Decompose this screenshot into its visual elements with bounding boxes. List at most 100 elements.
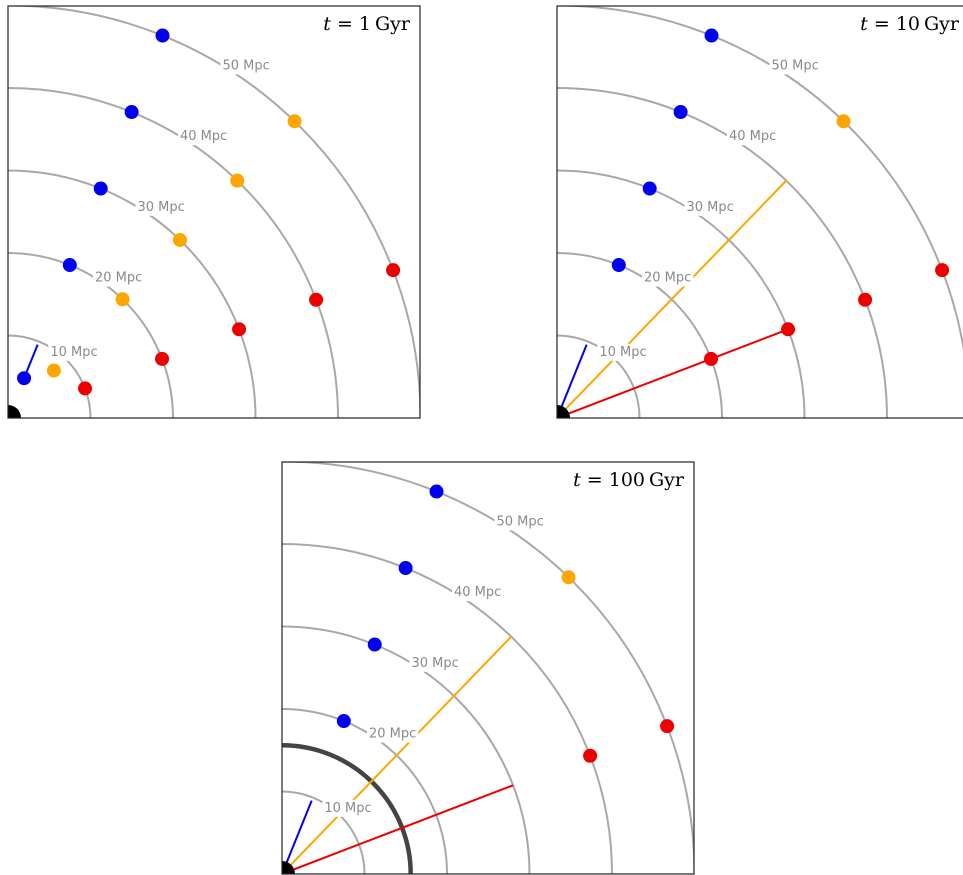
panel-title: t = 100 Gyr (573, 469, 685, 491)
panel-plot-area: 10 Mpc 20 Mpc 30 Mpc 40 Mpc 50 Mpc (8, 6, 420, 418)
red-galaxy-dot (155, 351, 170, 366)
ring-label: 40 Mpc (180, 129, 227, 144)
ring-30-mpc (8, 169, 257, 418)
blue-light-ray (282, 800, 313, 874)
blue-galaxy-dot (398, 561, 413, 576)
panel-3: 10 Mpc 20 Mpc 30 Mpc 40 Mpc 50 Mpc t = 100 Gyr (281, 461, 695, 875)
ring-label-backdrop (92, 269, 145, 287)
ring-40-mpc (282, 543, 613, 874)
panel-1: 10 Mpc 20 Mpc 30 Mpc 40 Mpc 50 Mpc t = 1 Gyr (7, 5, 421, 419)
red-galaxy-dot (781, 322, 796, 337)
ring-label: 30 Mpc (137, 200, 184, 215)
red-galaxy-dot (232, 322, 247, 337)
ring-20-mpc (557, 252, 723, 418)
ring-20-mpc (282, 708, 448, 874)
title-variable: t (573, 469, 581, 491)
ring-label-backdrop (48, 343, 100, 361)
blue-galaxy-dot (642, 181, 657, 196)
ring-label-backdrop (451, 584, 504, 602)
title-unit: Gyr (924, 13, 960, 35)
orange-galaxy-dot (287, 114, 302, 129)
ring-label: 20 Mpc (644, 271, 691, 286)
panel-plot-area: 10 Mpc 20 Mpc 30 Mpc 40 Mpc 50 Mpc (282, 462, 694, 874)
ring-label-backdrop (641, 269, 694, 287)
title-value: 100 (609, 469, 645, 491)
orange-galaxy-dot (172, 232, 187, 247)
ring-label: 10 Mpc (599, 345, 646, 360)
ring-label-backdrop (366, 725, 419, 743)
red-light-ray (282, 784, 514, 874)
title-value: 10 (896, 13, 920, 35)
ring-20-mpc (8, 252, 174, 418)
blue-light-ray (24, 344, 39, 376)
ring-label-backdrop (684, 198, 736, 216)
panel-frame (281, 461, 695, 875)
ring-label-backdrop (726, 128, 779, 146)
ring-label: 50 Mpc (771, 58, 818, 73)
ring-label: 30 Mpc (686, 200, 733, 215)
ring-label-backdrop (597, 343, 649, 361)
red-galaxy-dot (309, 292, 324, 307)
ring-label: 50 Mpc (496, 514, 543, 529)
blue-galaxy-dot (704, 28, 719, 43)
ring-50-mpc (8, 6, 420, 418)
panel-2: 10 Mpc 20 Mpc 30 Mpc 40 Mpc 50 Mpc t = 10 Gyr (556, 5, 963, 419)
blue-galaxy-dot (673, 105, 688, 120)
blue-galaxy-dot (93, 181, 108, 196)
ring-label-backdrop (220, 57, 272, 75)
red-galaxy-dot (583, 748, 598, 763)
panel-frame (556, 5, 963, 419)
title-equals: = (868, 13, 896, 35)
ring-label: 20 Mpc (369, 727, 416, 742)
panel-title: t = 1 Gyr (323, 13, 411, 35)
ring-30-mpc (557, 169, 806, 418)
title-variable: t (323, 13, 331, 35)
ring-label-backdrop (322, 799, 374, 817)
blue-galaxy-dot (62, 258, 77, 273)
ring-label-backdrop (769, 57, 821, 75)
blue-galaxy-dot (367, 637, 382, 652)
red-galaxy-dot (858, 292, 873, 307)
panel-title: t = 10 Gyr (860, 13, 960, 35)
orange-galaxy-dot (230, 173, 245, 188)
ring-label: 30 Mpc (411, 656, 458, 671)
observer-origin (282, 861, 295, 874)
observer-origin (8, 405, 21, 418)
red-light-ray (557, 328, 789, 418)
blue-galaxy-dot (611, 258, 626, 273)
ring-label-backdrop (135, 198, 187, 216)
ring-50-mpc (557, 6, 963, 352)
ring-label-backdrop (177, 128, 230, 146)
orange-galaxy-dot (115, 292, 130, 307)
title-variable: t (860, 13, 868, 35)
orange-galaxy-dot (46, 363, 61, 378)
title-unit: Gyr (649, 469, 685, 491)
blue-galaxy-dot (336, 714, 351, 729)
ring-30-mpc (282, 625, 531, 874)
orange-galaxy-dot (561, 570, 576, 585)
title-unit: Gyr (375, 13, 411, 35)
blue-galaxy-dot (124, 105, 139, 120)
orange-light-ray (282, 635, 512, 874)
ring-label: 40 Mpc (729, 129, 776, 144)
horizon-ring (282, 743, 413, 874)
blue-light-ray (557, 344, 588, 418)
ring-label-backdrop (494, 513, 546, 531)
ring-label-backdrop (409, 654, 461, 672)
orange-galaxy-dot (836, 114, 851, 129)
panel-frame (7, 5, 421, 419)
red-galaxy-dot (386, 263, 401, 278)
red-galaxy-dot (660, 719, 675, 734)
ring-label: 20 Mpc (95, 271, 142, 286)
observer-origin (557, 405, 570, 418)
ring-label: 10 Mpc (324, 801, 371, 816)
red-galaxy-dot (78, 381, 93, 396)
blue-galaxy-dot (429, 484, 444, 499)
ring-label: 40 Mpc (454, 585, 501, 600)
ring-label: 10 Mpc (50, 345, 97, 360)
red-galaxy-dot (935, 263, 950, 278)
orange-light-ray (557, 179, 787, 418)
title-value: 1 (359, 13, 371, 35)
title-equals: = (331, 13, 359, 35)
